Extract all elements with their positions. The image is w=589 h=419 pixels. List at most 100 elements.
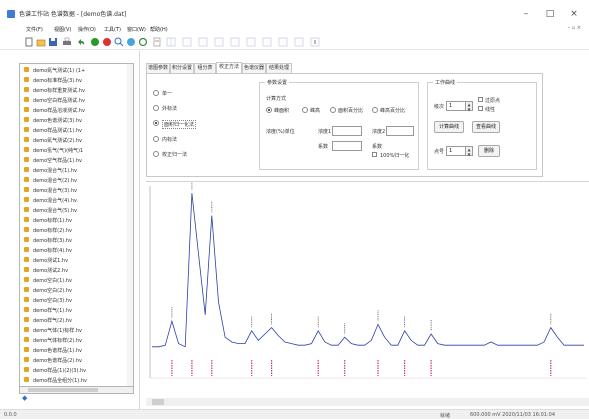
- linear-checkbox[interactable]: [478, 106, 483, 111]
- menu-window[interactable]: 窗口(W): [127, 27, 146, 33]
- calc-radio-height[interactable]: [302, 107, 308, 113]
- tree-item[interactable]: demo色谱测试(3).hv: [24, 117, 133, 124]
- help-icon[interactable]: [310, 37, 320, 47]
- table-icon[interactable]: [230, 37, 240, 47]
- tree-item[interactable]: demo样品测试(1).hv: [24, 127, 133, 134]
- report-icon[interactable]: [152, 37, 162, 47]
- tree-item[interactable]: demo标样(3).hv: [24, 237, 133, 244]
- method-radio-1[interactable]: [153, 90, 159, 96]
- tree-item[interactable]: demo样气(1).hv: [24, 307, 133, 314]
- tree-item[interactable]: demo色谱样品(2).hv: [24, 357, 133, 364]
- tree-item[interactable]: demo标样重复测试.hv: [24, 87, 133, 94]
- tab-instrument[interactable]: 色谱仪器: [242, 63, 266, 73]
- maximize-button[interactable]: □: [545, 9, 555, 19]
- conc2-field[interactable]: [386, 126, 414, 136]
- new-icon[interactable]: [24, 37, 34, 47]
- point-field[interactable]: 1: [446, 146, 466, 156]
- origin-checkbox[interactable]: [478, 97, 483, 102]
- file-icon: [24, 177, 29, 182]
- baseline-icon[interactable]: [214, 37, 224, 47]
- stop-icon[interactable]: [102, 37, 112, 47]
- tree-item[interactable]: demo色谱样品(1).hv: [24, 347, 133, 354]
- conc1-field[interactable]: [332, 126, 362, 136]
- level-field[interactable]: 1: [446, 101, 466, 111]
- tree-item[interactable]: demo氢气(气)(纯气)1: [24, 147, 133, 154]
- tree-item[interactable]: demo空白(2).hv: [24, 287, 133, 294]
- tab-integration[interactable]: 积分设置: [170, 63, 194, 73]
- overlay-icon[interactable]: [246, 37, 256, 47]
- menu-operate[interactable]: 操作(O): [78, 27, 96, 33]
- calc-radio-height-pct[interactable]: [372, 107, 378, 113]
- run-icon[interactable]: [90, 37, 100, 47]
- method-radio-3[interactable]: [153, 120, 159, 126]
- tree-item[interactable]: demo混合气(4).hv: [24, 197, 133, 204]
- tree-item[interactable]: demo氮气测试(1) (1+: [24, 67, 133, 74]
- tree-item[interactable]: demo混合气(2).hv: [24, 177, 133, 184]
- tree-item[interactable]: demo气体(1)标样.hv: [24, 327, 133, 334]
- save-icon[interactable]: [48, 37, 58, 47]
- menu-file[interactable]: 文件(F): [26, 27, 43, 33]
- peak-icon[interactable]: [198, 37, 208, 47]
- calc-curve-button[interactable]: 计算曲线: [434, 121, 464, 133]
- minimize-button[interactable]: –: [523, 9, 529, 19]
- tree-item[interactable]: demo空白样品测试.hv: [24, 97, 133, 104]
- tree-item[interactable]: demo标样(4).hv: [24, 247, 133, 254]
- normalize-checkbox[interactable]: [372, 152, 377, 157]
- integrate-icon[interactable]: [126, 37, 136, 47]
- tree-item[interactable]: demo标样(1).hv: [24, 217, 133, 224]
- tree-item-label: demo空白(2).hv: [33, 288, 72, 294]
- method-radio-5[interactable]: [153, 151, 159, 157]
- info-icon[interactable]: [294, 37, 304, 47]
- tree-item[interactable]: demo样品(1)(2)(3).hv: [24, 367, 133, 374]
- print-icon[interactable]: [62, 37, 72, 47]
- delete-point-button[interactable]: 删除: [478, 145, 500, 157]
- calc-radio-area-pct[interactable]: [330, 107, 336, 113]
- chart-scroll-thumb[interactable]: [152, 399, 164, 405]
- export-icon[interactable]: [262, 37, 272, 47]
- tree-item[interactable]: demo空白(3).hv: [24, 297, 133, 304]
- chromatogram-chart[interactable]: [146, 179, 589, 407]
- calibrate-icon[interactable]: [182, 37, 192, 47]
- undo-icon[interactable]: [76, 37, 86, 47]
- scroll-thumb[interactable]: [28, 388, 98, 392]
- tree-item[interactable]: demo标样(2).hv: [24, 227, 133, 234]
- tree-vertical-scrollbar[interactable]: [127, 64, 133, 386]
- tree-item[interactable]: demo样品溶液测试.hv: [24, 107, 133, 114]
- tree-item[interactable]: demo氮气测试(2).hv: [24, 137, 133, 144]
- tree-item[interactable]: demo气体标样(2).hv: [24, 337, 133, 344]
- tab-calibration[interactable]: 校正方法: [216, 62, 242, 73]
- point-spinner[interactable]: ▲ ▼: [466, 146, 473, 157]
- tree-item[interactable]: demo样气(2).hv: [24, 317, 133, 324]
- tree-item[interactable]: demo测试1.hv: [24, 257, 133, 264]
- tree-item[interactable]: demo混合气(1).hv: [24, 167, 133, 174]
- refresh-icon[interactable]: [138, 37, 148, 47]
- tree-item[interactable]: demo混合气(3).hv: [24, 187, 133, 194]
- open-icon[interactable]: [36, 37, 46, 47]
- tab-results[interactable]: 结果处理: [266, 63, 292, 73]
- close-button[interactable]: ×: [570, 9, 578, 19]
- tree-item[interactable]: demo样品全组分(1).hv: [24, 377, 133, 384]
- grid-icon[interactable]: [166, 37, 176, 47]
- tree-item[interactable]: demo混合气(5).hv: [24, 207, 133, 214]
- tree-item[interactable]: demo测试2.hv: [24, 267, 133, 274]
- settings-icon[interactable]: [278, 37, 288, 47]
- method-radio-2[interactable]: [153, 105, 159, 111]
- panel-footer-icon[interactable]: ◆: [22, 394, 28, 402]
- mdi-controls[interactable]: – ▫ ×: [567, 25, 581, 31]
- calc-radio-area[interactable]: [266, 107, 272, 113]
- view-curve-button[interactable]: 查看曲线: [472, 121, 500, 133]
- chart-horizontal-scrollbar[interactable]: [146, 398, 589, 406]
- tree-horizontal-scrollbar[interactable]: [19, 387, 134, 394]
- level-spinner[interactable]: ▲ ▼: [466, 101, 473, 112]
- tree-item[interactable]: demo空气样品(1).hv: [24, 157, 133, 164]
- zoom-icon[interactable]: [114, 37, 124, 47]
- menu-help[interactable]: 帮助(H): [150, 27, 168, 33]
- tab-spectrum-params[interactable]: 谱图参数: [146, 63, 170, 73]
- tree-item[interactable]: demo标准样品(3).hv: [24, 77, 133, 84]
- menu-tools[interactable]: 工具(T): [104, 27, 121, 33]
- menu-view[interactable]: 视图(V): [54, 27, 72, 33]
- tab-components[interactable]: 组分表: [194, 63, 216, 73]
- coef1-field[interactable]: [332, 141, 362, 151]
- method-radio-4[interactable]: [153, 136, 159, 142]
- tree-item[interactable]: demo空白(1).hv: [24, 277, 133, 284]
